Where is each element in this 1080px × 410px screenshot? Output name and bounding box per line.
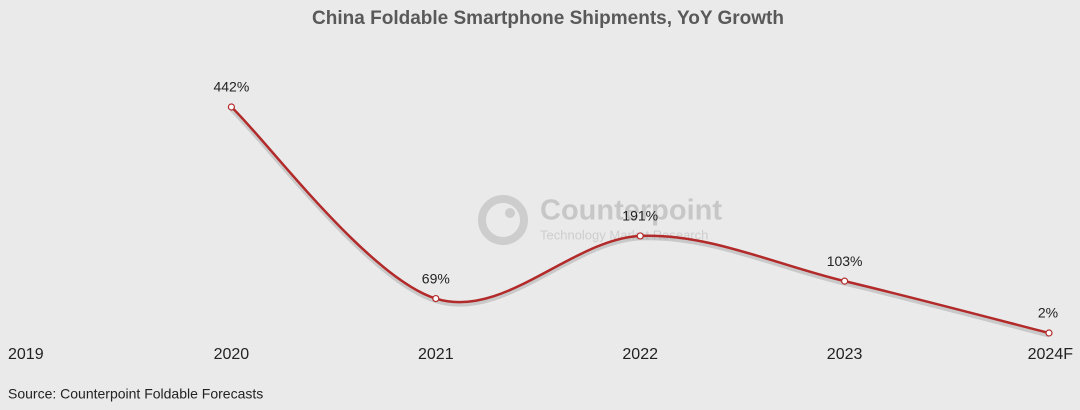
data-label: 191% <box>622 208 658 224</box>
x-tick-label: 2023 <box>827 346 863 363</box>
point-marker <box>840 277 849 285</box>
line <box>230 106 1050 335</box>
x-tick-label: 2021 <box>418 346 454 363</box>
watermark-tagline: Technology Market Research <box>540 227 708 242</box>
watermark-logo-dot <box>505 208 515 218</box>
point-marker <box>227 103 235 111</box>
watermark-logo <box>478 195 528 245</box>
point-marker <box>1045 329 1053 337</box>
x-tick-label: 2020 <box>214 346 250 363</box>
x-tick-label: 2022 <box>622 346 658 363</box>
data-label: 103% <box>827 253 863 269</box>
line-shadow <box>229 107 1050 338</box>
data-label: 2% <box>1038 305 1058 321</box>
source-note: Source: Counterpoint Foldable Forecasts <box>8 386 263 402</box>
data-label: 442% <box>213 79 249 95</box>
x-tick-label: 2024F <box>1028 346 1074 363</box>
chart-title: China Foldable Smartphone Shipments, YoY… <box>312 8 784 29</box>
point-marker <box>432 294 440 303</box>
point-marker <box>636 232 644 240</box>
watermark-name: Counterpoint <box>540 195 722 227</box>
watermark: Counterpoint Technology Market Research <box>478 195 722 245</box>
data-label: 69% <box>422 270 450 286</box>
x-tick-label: 2019 <box>8 346 44 363</box>
